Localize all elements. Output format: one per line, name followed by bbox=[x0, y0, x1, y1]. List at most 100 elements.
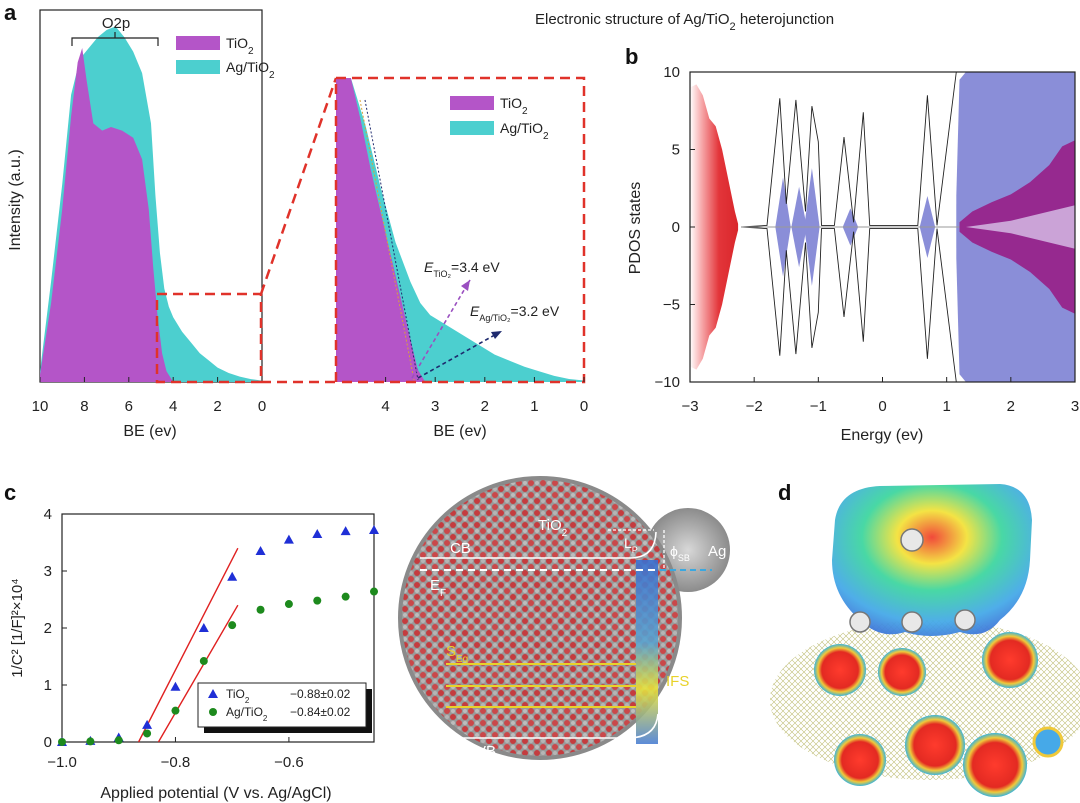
data-point-agtio2 bbox=[86, 737, 95, 746]
o2p-label: O2p bbox=[102, 15, 130, 32]
legend-swatch-tio2 bbox=[450, 96, 494, 110]
charge-density-render bbox=[770, 484, 1080, 797]
y-tick-label: 0 bbox=[44, 734, 52, 751]
data-point-tio2 bbox=[227, 571, 238, 581]
data-point-tio2 bbox=[142, 719, 153, 729]
panel-label-b: b bbox=[625, 44, 638, 69]
heterojunction-schematic: TiO2 CB EF LP ϕSB Ag SEg IFS VB bbox=[398, 476, 730, 760]
ag-atom bbox=[900, 528, 924, 552]
ag-atom bbox=[954, 609, 976, 631]
data-point-tio2 bbox=[198, 623, 209, 632]
cb-label: CB bbox=[450, 540, 471, 557]
legend-value-agtio2: −0.84±0.02 bbox=[290, 705, 351, 719]
data-point-agtio2 bbox=[114, 736, 123, 745]
pdos-total-lower bbox=[741, 226, 957, 383]
legend-box bbox=[197, 682, 367, 728]
x-tick-label: 0 bbox=[878, 398, 886, 415]
x-tick-label: 3 bbox=[431, 398, 439, 415]
data-point-agtio2 bbox=[143, 729, 152, 738]
ag-atom bbox=[849, 611, 871, 633]
x-tick-label: 3 bbox=[1071, 398, 1079, 415]
o2p-bracket bbox=[71, 32, 159, 46]
legend-label-tio2: TiO2 bbox=[226, 687, 250, 705]
arrow-agtio2 bbox=[417, 331, 501, 379]
x-axis-label: Applied potential (V vs. Ag/AgCl) bbox=[100, 785, 331, 802]
figure-title: Electronic structure of Ag/TiO2 heteroju… bbox=[535, 11, 834, 33]
ifs-label: IFS bbox=[666, 673, 689, 690]
x-tick-label: −0.6 bbox=[274, 754, 304, 771]
pdos-red-band bbox=[690, 84, 739, 370]
fit-line bbox=[137, 547, 239, 743]
legend-marker-agtio2 bbox=[209, 708, 217, 716]
zoom-connector-top bbox=[259, 77, 338, 295]
x-tick-label: −3 bbox=[681, 398, 698, 415]
y-tick-label: 2 bbox=[44, 620, 52, 637]
legend-label-tio2: TiO2 bbox=[226, 35, 254, 57]
ag-atom bbox=[901, 611, 923, 633]
edge-tangent-agtio2 bbox=[364, 99, 419, 381]
legend-label-agtio2: Ag/TiO2 bbox=[500, 120, 549, 142]
red-atom-region bbox=[834, 734, 886, 786]
y-tick-label: 0 bbox=[672, 219, 680, 236]
data-point-agtio2 bbox=[171, 706, 180, 715]
data-point-tio2 bbox=[340, 526, 351, 536]
y-tick-label: −10 bbox=[655, 374, 680, 391]
y-tick-label: 3 bbox=[44, 563, 52, 580]
x-tick-label: 2 bbox=[1007, 398, 1015, 415]
data-point-agtio2 bbox=[199, 657, 208, 666]
panel-label-d: d bbox=[778, 480, 791, 505]
lp-label: LP bbox=[624, 535, 638, 555]
red-atom-region bbox=[878, 648, 926, 696]
seg-label: SEg bbox=[446, 643, 468, 665]
arrow-head-tio2 bbox=[461, 280, 470, 291]
fit-line bbox=[157, 604, 239, 743]
x-tick-label: 1 bbox=[942, 398, 950, 415]
red-atom-region bbox=[814, 644, 866, 696]
pdos-lavender-band bbox=[965, 205, 1075, 249]
x-axis-label: BE (ev) bbox=[433, 423, 486, 440]
y-axis-label: 1/C² [1/F]²×10⁴ bbox=[9, 578, 26, 677]
arrow-head-agtio2 bbox=[491, 331, 502, 339]
x-tick-label: 6 bbox=[125, 398, 133, 415]
red-atom-region bbox=[963, 733, 1027, 797]
edge-tangent-tio2 bbox=[359, 99, 415, 381]
cb-line bbox=[420, 531, 657, 559]
legend-value-tio2: −0.88±0.02 bbox=[290, 687, 351, 701]
data-point-tio2 bbox=[312, 528, 323, 538]
panel-label-c: c bbox=[4, 480, 16, 505]
data-point-tio2 bbox=[170, 681, 181, 691]
data-point-agtio2 bbox=[313, 596, 322, 605]
chart-a-left: 10 8 6 4 2 0 BE (ev) Intensity (a.u.) O2p TiO… bbox=[7, 9, 275, 440]
ef-label: EF bbox=[430, 577, 446, 599]
ag-label: Ag bbox=[708, 543, 726, 560]
data-point-agtio2 bbox=[284, 600, 293, 609]
x-tick-label: 2 bbox=[213, 398, 221, 415]
x-tick-label: −2 bbox=[746, 398, 763, 415]
phi-sb-label: ϕSB bbox=[670, 543, 690, 563]
x-tick-label: −0.8 bbox=[161, 754, 191, 771]
legend-swatch-agtio2 bbox=[450, 121, 494, 135]
y-axis-label: Intensity (a.u.) bbox=[7, 149, 24, 250]
x-tick-label: 0 bbox=[580, 398, 588, 415]
blue-atom-region bbox=[1032, 726, 1064, 758]
data-point-tio2 bbox=[255, 546, 266, 556]
data-point-agtio2 bbox=[341, 592, 350, 601]
x-tick-label: 2 bbox=[481, 398, 489, 415]
y-tick-label: 10 bbox=[663, 64, 680, 81]
x-tick-label: 1 bbox=[530, 398, 538, 415]
chart-c-mott-schottky: −1.0 −0.8 −0.6 0 1 2 3 4 Applied potential (V v… bbox=[9, 506, 379, 802]
arrow-tio2 bbox=[411, 279, 471, 379]
zoom-region-box bbox=[155, 292, 263, 384]
legend-label-tio2: TiO2 bbox=[500, 95, 528, 117]
x-tick-label: −1 bbox=[810, 398, 827, 415]
x-tick-label: 4 bbox=[381, 398, 389, 415]
heat-isosurface bbox=[832, 484, 1032, 636]
tio2-label: TiO2 bbox=[538, 517, 568, 539]
x-tick-label: 4 bbox=[169, 398, 177, 415]
x-tick-label: −1.0 bbox=[47, 754, 77, 771]
y-tick-label: −5 bbox=[663, 297, 680, 314]
data-point-agtio2 bbox=[58, 738, 66, 746]
vb-line bbox=[420, 713, 659, 739]
